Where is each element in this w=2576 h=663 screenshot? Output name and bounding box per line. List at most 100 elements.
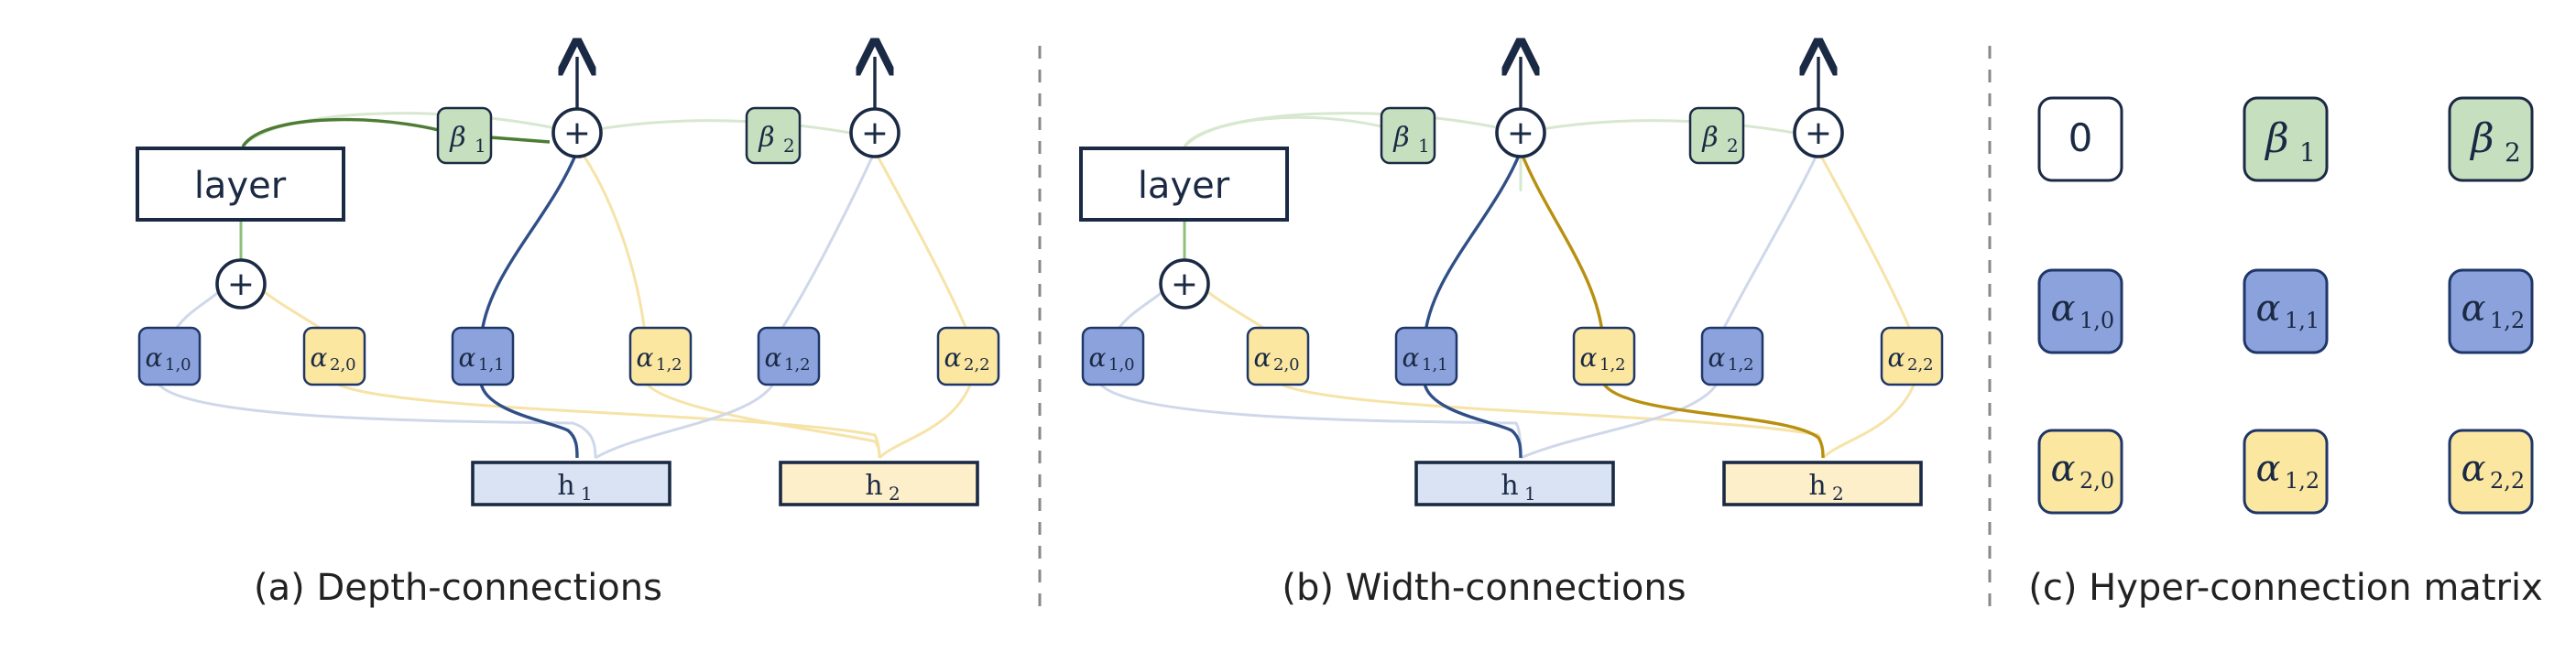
svg-text:β: β — [2469, 115, 2494, 162]
matrix-cell-alpha-1-0: α 1,0 — [2037, 268, 2123, 354]
svg-text:1,1: 1,1 — [1422, 355, 1448, 375]
alpha-2-0-node: α 2,0 — [1246, 326, 1310, 386]
alpha-symbol: α — [1254, 342, 1272, 373]
svg-text:α: α — [1089, 342, 1107, 373]
svg-text:α: α — [2050, 288, 2075, 330]
alpha-symbol: α — [1708, 342, 1726, 373]
beta-1-node: β 1 — [1380, 106, 1436, 165]
h-symbol: h — [1808, 470, 1826, 502]
beta-subscript: 2 — [1727, 135, 1739, 157]
h-symbol: h — [865, 470, 882, 502]
svg-text:1,2: 1,2 — [784, 355, 811, 375]
alpha-subscript: 1,0 — [165, 355, 191, 375]
alpha-subscript: 1,2 — [1599, 355, 1626, 375]
svg-text:α: α — [1403, 342, 1420, 373]
h-subscript: 2 — [889, 483, 901, 505]
matrix-cell-beta-1: β 1 — [2243, 96, 2329, 182]
matrix-cell-alpha-1-2: α 1,2 — [2448, 268, 2534, 354]
svg-text:1,2: 1,2 — [2490, 308, 2525, 333]
matrix-cell-alpha-1-2-lower: α 1,2 — [2243, 429, 2329, 515]
svg-text:2,0: 2,0 — [1273, 355, 1300, 375]
svg-text:2,2: 2,2 — [1907, 355, 1934, 375]
alpha-1-0-node: α 1,0 — [1081, 326, 1145, 386]
svg-text:α: α — [2255, 448, 2280, 490]
plus-sign: + — [861, 114, 889, 152]
svg-text:1: 1 — [581, 483, 593, 505]
plus-node: + — [1793, 107, 1844, 158]
plus-sign: + — [227, 266, 255, 303]
alpha-subscript: 2,0 — [2079, 468, 2114, 494]
beta-subscript: 1 — [2299, 137, 2316, 168]
alpha-subscript: 1,1 — [2285, 308, 2319, 333]
alpha-subscript: 1,0 — [2079, 308, 2114, 333]
svg-text:α: α — [765, 342, 782, 373]
alpha-symbol: α — [2050, 288, 2075, 330]
svg-text:1,1: 1,1 — [478, 355, 505, 375]
zero-label: 0 — [2068, 115, 2093, 160]
svg-text:2,2: 2,2 — [2490, 468, 2525, 494]
alpha-subscript: 1,2 — [784, 355, 811, 375]
beta-symbol: β — [2264, 115, 2288, 162]
beta-symbol: β — [2469, 115, 2494, 162]
plus-node: + — [551, 107, 603, 158]
matrix-cell-beta-2: β 2 — [2448, 96, 2534, 182]
svg-text:α: α — [1888, 342, 1905, 373]
svg-text:β: β — [449, 122, 465, 154]
beta-symbol: β — [1701, 122, 1718, 154]
plus-sign: + — [1171, 266, 1198, 303]
panel-a-strong-connections — [239, 117, 579, 459]
alpha-symbol: α — [2255, 448, 2280, 490]
alpha-1-2-node: α 1,2 — [757, 326, 821, 386]
alpha-2-0-node: α 2,0 — [302, 326, 366, 386]
svg-text:1,2: 1,2 — [1599, 355, 1626, 375]
alpha-symbol: α — [1888, 342, 1905, 373]
layer-label: layer — [194, 165, 287, 207]
layer-box: layer — [1079, 147, 1289, 222]
svg-text:α: α — [459, 342, 476, 373]
svg-text:1,2: 1,2 — [1728, 355, 1754, 375]
svg-text:β: β — [1392, 122, 1409, 154]
svg-text:α: α — [146, 342, 163, 373]
alpha-symbol: α — [765, 342, 782, 373]
svg-text:1,2: 1,2 — [656, 355, 682, 375]
svg-text:β: β — [1701, 122, 1718, 154]
svg-text:α: α — [1580, 342, 1598, 373]
beta-symbol: β — [758, 122, 774, 154]
alpha-subscript: 2,2 — [964, 355, 990, 375]
svg-text:1,0: 1,0 — [1108, 355, 1135, 375]
svg-text:α: α — [2461, 288, 2485, 330]
beta-subscript: 2 — [783, 135, 795, 157]
beta-subscript: 2 — [2505, 137, 2521, 168]
alpha-symbol: α — [2050, 448, 2075, 490]
svg-text:α: α — [2050, 448, 2075, 490]
svg-text:1,0: 1,0 — [165, 355, 191, 375]
alpha-subscript: 1,2 — [2285, 468, 2319, 494]
alpha-2-2-node: α 2,2 — [1880, 326, 1944, 386]
plus-node: + — [1495, 107, 1546, 158]
caption-c: (c) Hyper-connection matrix — [2028, 567, 2542, 609]
svg-text:β: β — [758, 122, 774, 154]
svg-text:1: 1 — [1524, 483, 1536, 505]
alpha-symbol: α — [1580, 342, 1598, 373]
alpha-1-0-node: α 1,0 — [137, 326, 202, 386]
svg-text:2: 2 — [1727, 135, 1739, 157]
matrix-cell-alpha-2-0: α 2,0 — [2037, 429, 2123, 515]
svg-text:1,0: 1,0 — [2079, 308, 2114, 333]
svg-text:1: 1 — [475, 135, 486, 157]
svg-text:2: 2 — [1832, 483, 1844, 505]
beta-symbol: β — [449, 122, 465, 154]
alpha-2-2-node: α 2,2 — [936, 326, 1000, 386]
alpha-symbol: α — [2461, 448, 2485, 490]
h-subscript: 1 — [581, 483, 593, 505]
alpha-subscript: 1,0 — [1108, 355, 1135, 375]
alpha-subscript: 2,0 — [330, 355, 356, 375]
matrix-cell-alpha-2-2: α 2,2 — [2448, 429, 2534, 515]
svg-text:α: α — [2461, 448, 2485, 490]
caption-a: (a) Depth-connections — [254, 567, 662, 609]
svg-text:2,2: 2,2 — [964, 355, 990, 375]
svg-text:2: 2 — [2505, 137, 2521, 168]
alpha-symbol: α — [146, 342, 163, 373]
svg-text:h: h — [557, 470, 574, 502]
caption-b: (b) Width-connections — [1282, 567, 1686, 609]
